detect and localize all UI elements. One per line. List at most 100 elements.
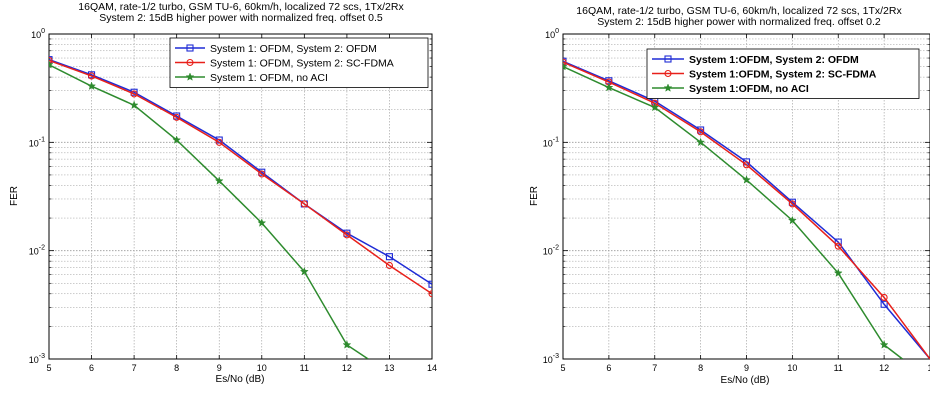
data-point-series-3 <box>663 83 673 92</box>
data-point-series-3 <box>696 137 706 147</box>
data-point-series-3 <box>563 61 568 71</box>
x-tick-label: 13 <box>384 363 394 373</box>
x-tick-label: 10 <box>257 363 267 373</box>
x-axis-ticks: 5 6 7 8 9 10 11 12 13 14 <box>46 34 437 373</box>
y-tick-base: 10 <box>545 30 555 40</box>
legend-item: System 1:OFDM, System 2: OFDM <box>652 54 859 66</box>
data-point-series-1 <box>880 300 888 308</box>
legend-label: System 1:OFDM, System 2: OFDM <box>689 54 859 66</box>
y-tick-base: 10 <box>31 30 41 40</box>
y-tick-label: 10-2 <box>29 245 45 257</box>
grid-lines <box>49 34 432 359</box>
series-line-2 <box>563 61 930 359</box>
data-point-series-3 <box>129 100 139 110</box>
x-tick-label: 6 <box>89 363 94 373</box>
y-tick-exponent: -2 <box>553 245 559 252</box>
data-point-series-2 <box>880 293 888 301</box>
x-tick-label: 9 <box>217 363 222 373</box>
x-axis-label: Es/No (dB) <box>216 374 265 385</box>
data-point-series-1 <box>428 280 432 288</box>
chart-title: 16QAM, rate-1/2 turbo, GSM TU-6, 60km/h,… <box>78 1 404 13</box>
legend-item: System 1: OFDM, System 2: SC-FDMA <box>175 58 394 70</box>
y-tick-base: 10 <box>543 247 553 257</box>
x-tick-label: 7 <box>652 363 657 373</box>
data-point-series-2 <box>88 72 96 80</box>
legend-box <box>646 48 920 99</box>
plot-area <box>49 34 432 359</box>
data-point-series-3 <box>787 215 797 225</box>
x-tick-label: 12 <box>879 363 889 373</box>
y-tick-label: 100 <box>31 28 45 40</box>
data-point-series-3 <box>257 218 267 227</box>
x-tick-label: 5 <box>560 363 565 373</box>
x-tick-label: 8 <box>698 363 703 373</box>
series-group <box>49 56 432 359</box>
data-point-series-2 <box>173 113 181 121</box>
legend-item: System 1:OFDM, System 2: SC-FDMA <box>652 69 877 81</box>
y-tick-label: 10-2 <box>543 245 559 257</box>
data-point-series-2 <box>385 261 393 270</box>
chart-title: 16QAM, rate-1/2 turbo, GSM TU-6, 60km/h,… <box>576 5 902 17</box>
legend-item: System 1:OFDM, no ACI <box>652 83 809 95</box>
x-axis-label: Es/No (dB) <box>721 375 770 386</box>
data-point-series-3 <box>742 175 751 184</box>
legend-box <box>169 37 429 88</box>
legend-label: System 1:OFDM, no ACI <box>689 83 809 95</box>
data-point-series-2 <box>742 161 751 169</box>
y-tick-base: 10 <box>543 138 553 148</box>
x-tick-label: 7 <box>132 363 137 373</box>
series-line-2 <box>49 59 432 295</box>
data-point-series-2 <box>49 56 53 64</box>
y-tick-base: 10 <box>543 355 553 365</box>
x-axis-ticks: 5 6 7 8 9 10 11 12 1 <box>560 34 930 373</box>
series-line-1 <box>49 58 432 285</box>
data-point-series-1 <box>186 44 194 52</box>
x-tick-label: 10 <box>787 363 797 373</box>
chart-subtitle: System 2: 15dB higher power with normali… <box>597 16 881 28</box>
legend-item: System 1: OFDM, no ACI <box>175 72 328 84</box>
data-point-series-3 <box>833 268 843 277</box>
y-tick-exponent: -3 <box>553 353 559 360</box>
x-tick-label: 9 <box>744 363 749 373</box>
data-point-series-2 <box>834 242 842 250</box>
y-tick-exponent: -3 <box>39 353 45 360</box>
x-tick-label: 5 <box>46 363 51 373</box>
y-axis-label: FER <box>529 186 540 206</box>
x-tick-label: 11 <box>300 363 309 373</box>
data-point-series-1 <box>834 238 842 246</box>
data-point-series-3 <box>185 72 195 81</box>
axes-box <box>48 33 433 360</box>
y-axis-label: FER <box>9 186 20 206</box>
data-point-series-3 <box>879 340 889 349</box>
data-point-series-3 <box>172 135 182 144</box>
y-tick-label: 100 <box>545 28 559 40</box>
data-point-series-2 <box>130 90 138 98</box>
data-point-series-2 <box>343 231 351 239</box>
y-tick-label: 10-1 <box>29 136 45 148</box>
y-tick-label: 10-3 <box>543 353 559 365</box>
data-point-series-2 <box>428 290 432 298</box>
y-tick-exponent: -1 <box>553 136 559 143</box>
y-tick-exponent: 0 <box>555 28 559 35</box>
y-tick-exponent: -2 <box>39 245 45 252</box>
x-tick-label: 8 <box>174 363 179 373</box>
legend: System 1:OFDM, System 2: OFDM System 1:OF… <box>646 48 920 99</box>
x-tick-label: 14 <box>427 363 437 373</box>
data-point-series-2 <box>300 200 308 208</box>
chart-1: 16QAM, rate-1/2 turbo, GSM TU-6, 60km/h,… <box>9 1 437 385</box>
legend-label: System 1:OFDM, System 2: SC-FDMA <box>689 69 877 81</box>
chart-subtitle: System 2: 15dB higher power with normali… <box>99 12 383 24</box>
y-tick-base: 10 <box>29 247 39 257</box>
data-point-series-2 <box>186 58 194 67</box>
y-tick-exponent: -1 <box>39 136 45 143</box>
data-point-series-3 <box>87 81 97 90</box>
data-point-series-2 <box>697 128 705 136</box>
data-point-series-3 <box>342 340 352 349</box>
legend-item: System 1: OFDM, System 2: OFDM <box>175 43 377 55</box>
data-point-series-3 <box>299 266 309 276</box>
y-tick-base: 10 <box>29 355 39 365</box>
data-point-series-2 <box>664 69 672 78</box>
data-point-series-1 <box>385 253 393 261</box>
